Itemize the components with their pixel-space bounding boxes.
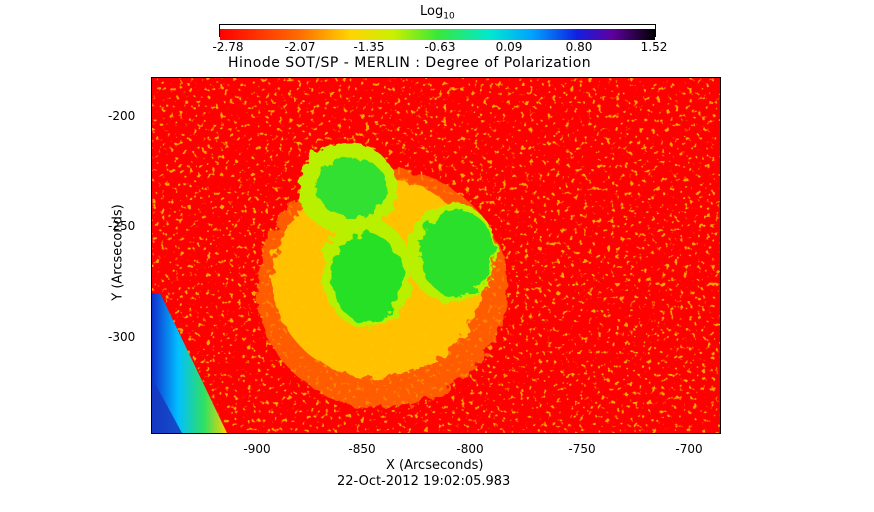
colorbar bbox=[219, 24, 656, 40]
observation-timestamp: 22-Oct-2012 19:02:05.983 bbox=[337, 474, 511, 489]
colorbar-tick: 1.52 bbox=[640, 40, 668, 54]
y-axis-label: Y (Arcseconds) bbox=[110, 204, 126, 301]
x-tick: -700 bbox=[675, 442, 703, 456]
polarization-map bbox=[151, 77, 721, 434]
x-tick: -750 bbox=[568, 442, 596, 456]
y-tick: -200 bbox=[108, 109, 136, 123]
solar-limb bbox=[152, 293, 227, 433]
polarization-image bbox=[152, 78, 720, 433]
colorbar-tick: 0.80 bbox=[565, 40, 593, 54]
x-axis-label: X (Arcseconds) bbox=[386, 458, 484, 473]
colorbar-tick: -2.78 bbox=[212, 40, 244, 54]
y-tick: -300 bbox=[108, 330, 136, 344]
colorbar-tick: -1.35 bbox=[353, 40, 385, 54]
x-tick: -900 bbox=[243, 442, 271, 456]
colorbar-tick: 0.09 bbox=[495, 40, 523, 54]
colorbar-gradient bbox=[220, 29, 655, 40]
colorbar-title: Log10 bbox=[420, 4, 455, 22]
x-tick: -800 bbox=[456, 442, 484, 456]
active-region bbox=[257, 143, 507, 408]
plot-title: Hinode SOT/SP - MERLIN : Degree of Polar… bbox=[228, 55, 592, 71]
x-tick: -850 bbox=[348, 442, 376, 456]
colorbar-tick: -2.07 bbox=[284, 40, 316, 54]
colorbar-tick: -0.63 bbox=[424, 40, 456, 54]
y-tick: -250 bbox=[108, 219, 136, 233]
